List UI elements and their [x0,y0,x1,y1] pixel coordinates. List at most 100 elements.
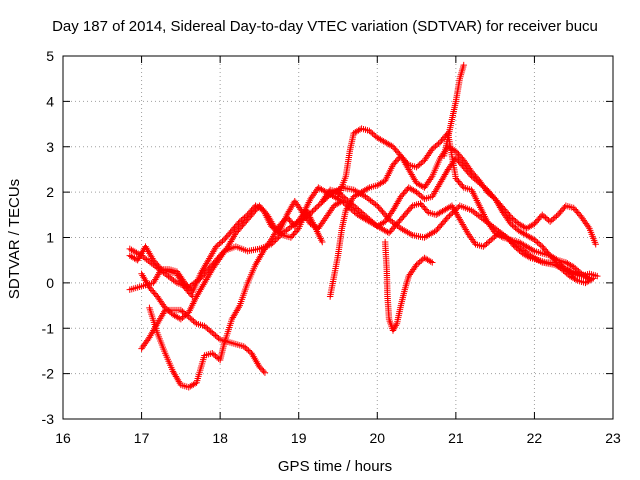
data-point [219,237,226,245]
data-point [216,240,223,248]
data-point [202,324,210,331]
data-point [177,315,185,323]
data-point [499,209,507,216]
data-point [209,329,216,336]
data-point [217,239,225,246]
data-point [543,215,551,223]
data-point [323,191,330,198]
data-point [348,206,355,213]
data-point [579,215,586,222]
data-point [212,261,219,268]
data-point [542,214,549,221]
x-tick-label: 16 [55,430,71,446]
data-point [383,216,390,224]
y-tick-label: -1 [42,320,55,336]
data-point [512,224,519,232]
data-point [406,271,414,278]
data-point [324,212,331,219]
data-point [498,233,505,240]
data-point [419,158,427,165]
data-point [433,141,441,149]
data-point [319,238,326,246]
data-point [480,243,487,250]
data-point [448,161,455,168]
data-point [413,188,420,196]
data-point [275,227,282,235]
data-point [435,140,442,147]
y-tick-label: 5 [46,48,54,64]
data-point [293,201,301,208]
data-point [308,194,315,201]
data-point [438,153,445,160]
data-point [455,203,462,211]
data-point [422,155,429,162]
data-point [156,296,163,303]
data-point [322,193,329,200]
data-point [243,345,251,353]
data-point [310,206,318,214]
data-point [510,223,518,230]
y-tick-label: 0 [46,275,54,291]
data-point [425,150,433,158]
data-point [154,293,161,300]
chart-grid [63,56,613,419]
data-point [510,216,518,224]
data-point [423,181,430,188]
data-point [296,204,303,211]
data-point [477,181,485,188]
data-point [257,365,265,372]
data-point [223,244,231,252]
data-point [436,154,444,162]
data-point [318,220,325,227]
data-point [573,266,581,273]
y-tick-label: 1 [46,230,54,246]
data-point [384,215,391,222]
data-point [467,234,475,242]
data-point [416,191,423,199]
data-point [430,144,438,151]
data-point [215,335,222,342]
data-point [316,223,323,231]
y-tick-labels: -3 -2 -1 0 1 2 3 4 5 [42,48,55,427]
data-point [465,231,472,238]
data-point [466,233,474,240]
data-point [211,262,218,270]
data-point [323,213,330,221]
data-point [260,247,267,255]
data-point [209,350,216,357]
x-tick-label: 20 [369,430,385,446]
data-point [188,316,196,323]
data-point [532,237,540,245]
data-point [585,223,592,231]
data-point [568,269,576,277]
data-point [345,198,353,205]
data-point [342,195,350,203]
data-point [138,345,145,352]
data-point [326,209,333,216]
data-point [261,246,268,253]
data-point [471,175,478,183]
data-point [337,197,344,204]
data-point [418,193,425,200]
data-point [447,162,454,170]
data-point [309,208,316,215]
data-series [126,61,601,391]
data-point [484,218,491,225]
data-point [210,264,217,271]
data-point [490,194,498,201]
data-point [385,213,392,220]
data-point [506,219,513,226]
data-point [425,177,433,185]
data-point [468,236,476,243]
data-point [535,240,543,248]
data-point [445,164,453,172]
data-point [161,304,169,312]
data-point [349,207,357,214]
data-point [470,237,477,245]
data-point [419,183,427,190]
data-point [553,212,560,220]
data-point [209,266,216,273]
data-point [482,185,489,192]
data-point [262,244,269,252]
